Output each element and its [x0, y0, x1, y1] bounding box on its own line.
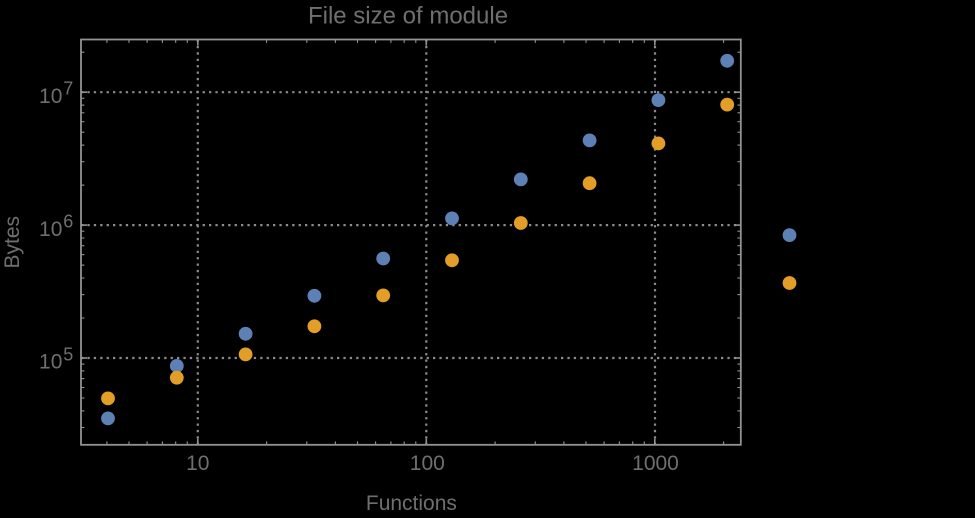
svg-text:10: 10: [39, 85, 62, 108]
svg-text:10: 10: [39, 351, 62, 374]
svg-text:6: 6: [63, 211, 73, 231]
svg-text:File size of module: File size of module: [308, 3, 508, 30]
svg-text:5: 5: [63, 344, 73, 364]
svg-text:100: 100: [410, 452, 445, 475]
svg-text:7: 7: [63, 79, 73, 99]
svg-text:10: 10: [39, 218, 62, 241]
svg-text:Bytes: Bytes: [1, 216, 24, 269]
svg-text:Functions: Functions: [366, 492, 457, 513]
svg-text:10: 10: [186, 452, 209, 475]
svg-text:1000: 1000: [632, 452, 679, 475]
